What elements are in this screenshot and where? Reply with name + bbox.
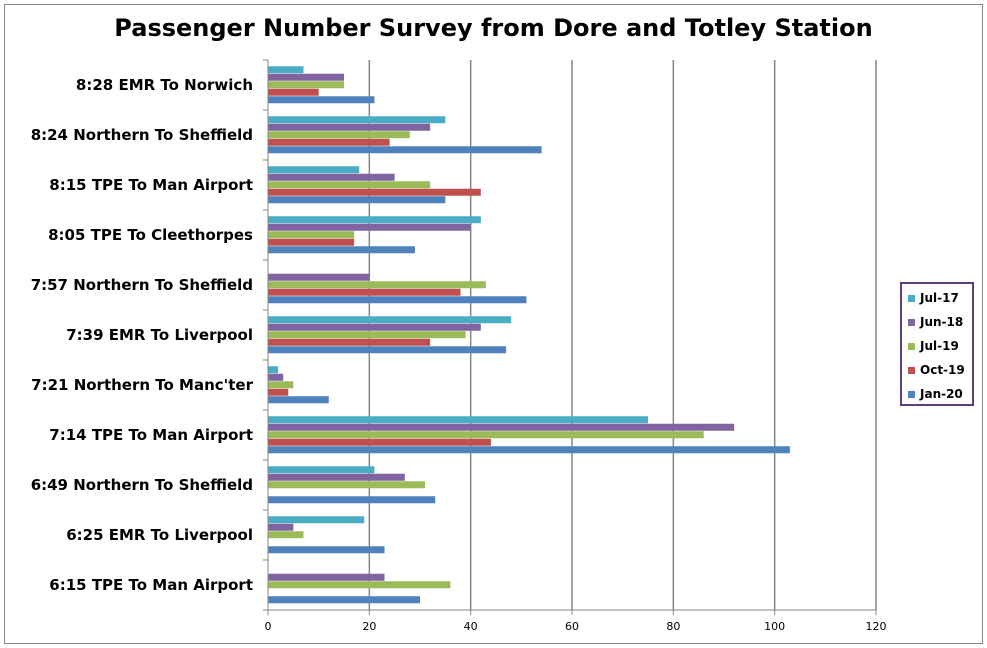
bar	[268, 546, 385, 554]
bar	[268, 373, 284, 381]
bar	[268, 173, 395, 181]
legend-label: Jul-19	[920, 339, 959, 353]
bar	[268, 416, 648, 424]
bar	[268, 523, 294, 531]
bar	[268, 466, 375, 474]
chart-title: Passenger Number Survey from Dore and To…	[114, 14, 873, 42]
legend-item: Oct-19	[908, 362, 965, 378]
x-tick-label: 100	[764, 620, 785, 633]
bar	[268, 116, 446, 124]
bar	[268, 316, 512, 324]
category-label: 7:57 Northern To Sheffield	[31, 276, 253, 294]
legend-swatch	[908, 390, 915, 398]
category-label: 7:21 Northern To Manc'ter	[31, 376, 253, 394]
bar	[268, 196, 446, 204]
bar	[268, 473, 405, 481]
bar	[268, 431, 704, 439]
bar	[268, 496, 436, 504]
bar	[268, 238, 355, 246]
category-label: 8:15 TPE To Man Airport	[49, 176, 253, 194]
bar	[268, 573, 385, 581]
legend-swatch	[908, 318, 915, 326]
bar	[268, 223, 471, 231]
bar	[268, 596, 420, 604]
x-tick-label: 40	[464, 620, 478, 633]
bar	[268, 96, 375, 104]
bar	[268, 288, 461, 296]
category-label: 7:14 TPE To Man Airport	[49, 426, 253, 444]
legend-item: Jun-18	[908, 314, 963, 330]
legend: Jul-17 Jun-18 Jul-19 Oct-19 Jan-20	[900, 282, 974, 406]
legend-item: Jan-20	[908, 386, 963, 402]
bar	[268, 296, 527, 304]
x-tick-label: 0	[265, 620, 272, 633]
category-label: 7:39 EMR To Liverpool	[66, 326, 253, 344]
legend-swatch	[908, 342, 915, 350]
bar	[268, 181, 431, 189]
x-tick-label: 20	[362, 620, 376, 633]
bar	[268, 438, 491, 446]
bar	[268, 73, 344, 81]
bar	[268, 423, 735, 431]
category-label: 8:28 EMR To Norwich	[76, 76, 253, 94]
bar	[268, 481, 426, 489]
bar	[268, 216, 481, 224]
bar	[268, 581, 451, 589]
category-label: 6:25 EMR To Liverpool	[66, 526, 253, 544]
bar	[268, 146, 542, 154]
bar	[268, 273, 370, 281]
bar	[268, 281, 486, 289]
legend-label: Jun-18	[920, 315, 964, 329]
legend-label: Jul-17	[920, 291, 959, 305]
bar	[268, 66, 304, 74]
bar	[268, 396, 329, 404]
bar	[268, 338, 431, 346]
bar	[268, 323, 481, 331]
bar	[268, 381, 294, 389]
bar	[268, 366, 279, 374]
bar	[268, 446, 790, 454]
bar	[268, 131, 410, 139]
legend-label: Jan-20	[920, 387, 963, 401]
bar	[268, 531, 304, 539]
bar	[268, 246, 415, 254]
bar	[268, 123, 431, 131]
bar	[268, 231, 355, 239]
bar	[268, 88, 319, 96]
bar	[268, 516, 365, 524]
legend-item: Jul-19	[908, 338, 959, 354]
bar	[268, 388, 289, 396]
bar	[268, 188, 481, 196]
x-tick-label: 120	[866, 620, 887, 633]
bar	[268, 138, 390, 146]
x-tick-label: 80	[666, 620, 680, 633]
bar	[268, 331, 466, 339]
legend-label: Oct-19	[920, 363, 965, 377]
bar	[268, 166, 360, 174]
legend-swatch	[908, 294, 915, 302]
chart-frame	[4, 4, 983, 644]
bar	[268, 346, 507, 354]
x-tick-label: 60	[565, 620, 579, 633]
category-label: 6:49 Northern To Sheffield	[31, 476, 253, 494]
legend-swatch	[908, 366, 915, 374]
legend-item: Jul-17	[908, 290, 959, 306]
category-label: 8:24 Northern To Sheffield	[31, 126, 253, 144]
category-label: 6:15 TPE To Man Airport	[49, 576, 253, 594]
category-label: 8:05 TPE To Cleethorpes	[48, 226, 253, 244]
bar	[268, 81, 344, 89]
